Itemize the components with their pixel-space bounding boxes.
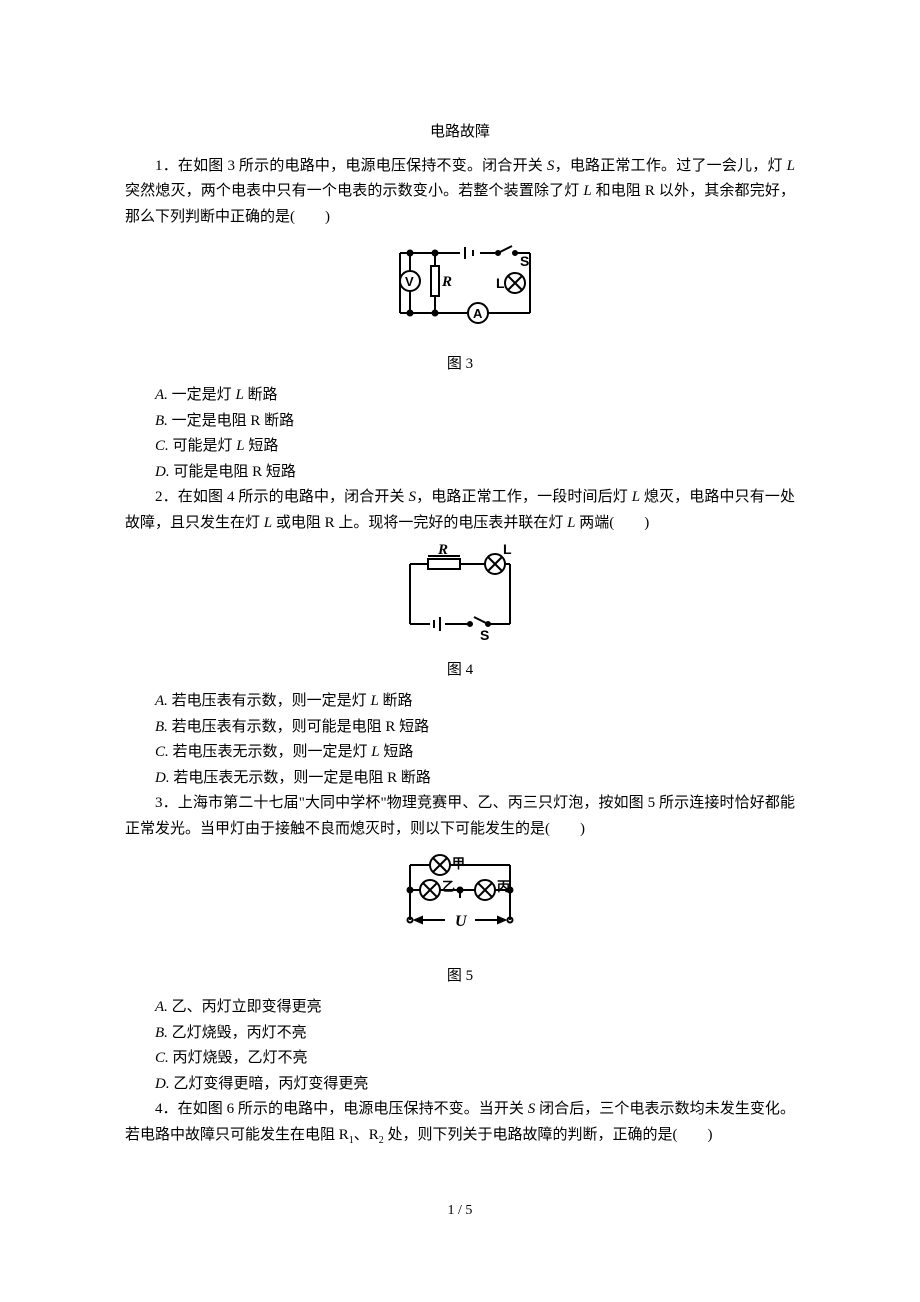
q1-optB: B. 一定是电阻 R 断路 [125, 409, 795, 435]
figure-3: S R L V A [125, 238, 795, 348]
q2-optA: A. 若电压表有示数，则一定是灯 L 断路 [125, 689, 795, 715]
label-jia: 甲 [452, 856, 465, 871]
q1-optD: D. 可能是电阻 R 短路 [125, 460, 795, 486]
fig4-caption: 图 4 [125, 658, 795, 684]
circuit-fig4: R L S [390, 544, 530, 644]
q1-body: 在如图 3 所示的电路中，电源电压保持不变。闭合开关 S，电路正常工作。过了一会… [125, 158, 795, 225]
q4-text: 4．在如图 6 所示的电路中，电源电压保持不变。当开关 S 闭合后，三个电表示数… [125, 1097, 795, 1149]
q1-optC: C. 可能是灯 L 短路 [125, 434, 795, 460]
q3-optB: B. 乙灯烧毁，丙灯不亮 [125, 1021, 795, 1047]
circuit-fig3: S R L V A [370, 238, 550, 338]
q2-optD: D. 若电压表无示数，则一定是电阻 R 断路 [125, 766, 795, 792]
label-L: L [496, 275, 505, 291]
q4-body: 在如图 6 所示的电路中，电源电压保持不变。当开关 S 闭合后，三个电表示数均未… [125, 1101, 795, 1143]
figure-5: 甲 乙 丙 U [125, 850, 795, 960]
q2-text: 2．在如图 4 所示的电路中，闭合开关 S，电路正常工作，一段时间后灯 L 熄灭… [125, 485, 795, 536]
q1-text: 1．在如图 3 所示的电路中，电源电压保持不变。闭合开关 S，电路正常工作。过了… [125, 154, 795, 231]
label-A: A [473, 306, 483, 321]
q2-body: 在如图 4 所示的电路中，闭合开关 S，电路正常工作，一段时间后灯 L 熄灭，电… [125, 489, 795, 531]
q3-body: 上海市第二十七届"大同中学杯"物理竞赛甲、乙、丙三只灯泡，按如图 5 所示连接时… [125, 795, 795, 837]
fig3-caption: 图 3 [125, 352, 795, 378]
q3-optD: D. 乙灯变得更暗，丙灯变得更亮 [125, 1072, 795, 1098]
label-bing: 丙 [497, 879, 510, 894]
label-U: U [455, 913, 468, 930]
q3-optC: C. 丙灯烧毁，乙灯不亮 [125, 1046, 795, 1072]
label-yi: 乙 [442, 879, 455, 894]
figure-4: R L S [125, 544, 795, 654]
circuit-fig5: 甲 乙 丙 U [380, 850, 540, 950]
fig5-caption: 图 5 [125, 964, 795, 990]
label-S: S [520, 253, 529, 269]
q3-optA: A. 乙、丙灯立即变得更亮 [125, 995, 795, 1021]
label-S2: S [480, 627, 489, 643]
doc-title: 电路故障 [125, 120, 795, 146]
q2-optB: B. 若电压表有示数，则可能是电阻 R 短路 [125, 715, 795, 741]
q3-text: 3．上海市第二十七届"大同中学杯"物理竞赛甲、乙、丙三只灯泡，按如图 5 所示连… [125, 791, 795, 842]
page-number: 1 / 5 [125, 1199, 795, 1223]
q2-optC: C. 若电压表无示数，则一定是灯 L 短路 [125, 740, 795, 766]
label-V: V [405, 274, 414, 289]
label-R: R [441, 274, 452, 290]
q1-optA: A. 一定是灯 L 断路 [125, 383, 795, 409]
label-L2: L [503, 544, 512, 557]
